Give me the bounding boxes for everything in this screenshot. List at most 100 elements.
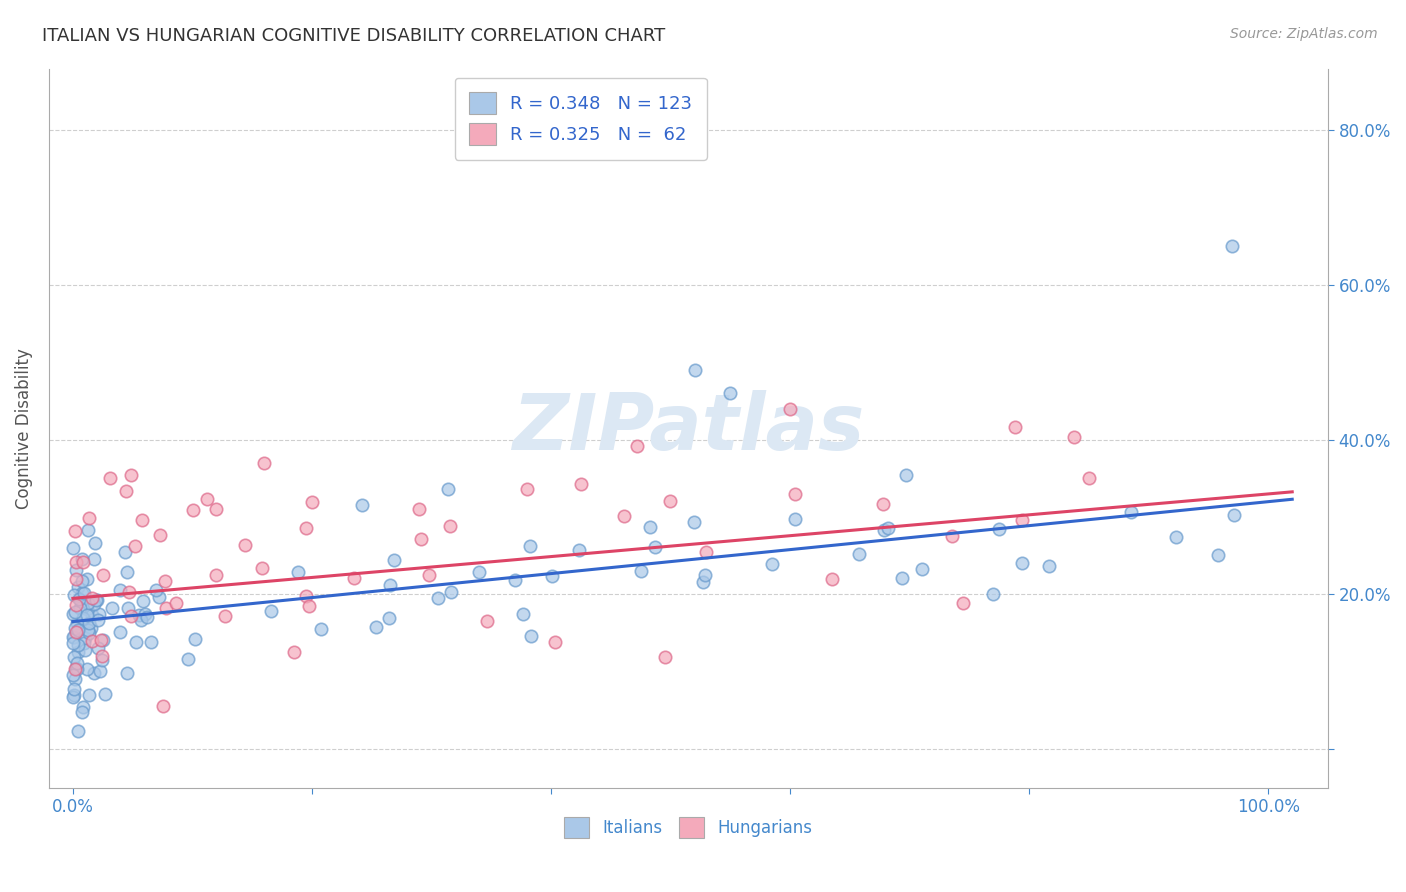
Point <box>62 630 84 644</box>
Point <box>516 482 538 496</box>
Point <box>155 600 177 615</box>
Point <box>910 561 932 575</box>
Point <box>682 515 704 529</box>
Point <box>761 558 783 572</box>
Point <box>67 592 90 607</box>
Point <box>63 672 86 686</box>
Point <box>101 601 124 615</box>
Point <box>468 566 491 580</box>
Point <box>118 585 141 599</box>
Point <box>195 491 218 506</box>
Point <box>83 597 105 611</box>
Point <box>115 565 138 579</box>
Point <box>73 631 96 645</box>
Point <box>131 513 153 527</box>
Point <box>253 456 276 470</box>
Point <box>988 522 1011 536</box>
Point <box>120 609 142 624</box>
Point <box>65 573 87 587</box>
Point <box>295 521 318 535</box>
Point <box>848 548 870 562</box>
Point <box>63 524 86 539</box>
Point <box>77 623 100 637</box>
Point <box>67 723 90 738</box>
Point <box>120 468 142 483</box>
Legend: Italians, Hungarians: Italians, Hungarians <box>558 811 820 844</box>
Point <box>89 607 111 622</box>
Point <box>65 599 87 613</box>
Point <box>873 523 896 537</box>
Point <box>382 553 405 567</box>
Point <box>952 595 974 609</box>
Point <box>108 625 131 640</box>
Point <box>152 699 174 714</box>
Point <box>235 538 257 552</box>
Point <box>176 652 198 666</box>
Text: ZIPatlas: ZIPatlas <box>512 390 865 467</box>
Point <box>83 551 105 566</box>
Point <box>630 564 652 578</box>
Point <box>65 625 87 640</box>
Point <box>250 561 273 575</box>
Point <box>72 551 94 566</box>
Point <box>90 648 112 663</box>
Point <box>86 593 108 607</box>
Point <box>125 635 148 649</box>
Point <box>62 688 84 702</box>
Y-axis label: Cognitive Disability: Cognitive Disability <box>15 348 32 508</box>
Point <box>72 611 94 625</box>
Point <box>76 572 98 586</box>
Point <box>876 521 898 535</box>
Point <box>301 494 323 508</box>
Point <box>115 665 138 680</box>
Point <box>439 519 461 533</box>
Point <box>1063 430 1085 444</box>
Point <box>82 591 104 606</box>
Point <box>343 571 366 585</box>
Point <box>1038 559 1060 574</box>
Point <box>117 601 139 615</box>
Point <box>91 567 114 582</box>
Point <box>692 575 714 590</box>
Point <box>891 571 914 585</box>
Point <box>569 477 592 491</box>
Point <box>520 629 543 643</box>
Point <box>93 687 115 701</box>
Point <box>519 539 541 553</box>
Point <box>1004 420 1026 434</box>
Point <box>80 608 103 623</box>
Point <box>84 536 107 550</box>
Point <box>65 661 87 675</box>
Point <box>93 633 115 648</box>
Point <box>1222 508 1244 522</box>
Point <box>894 468 917 483</box>
Point <box>80 633 103 648</box>
Point <box>136 610 159 624</box>
Point <box>72 555 94 569</box>
Point <box>66 580 89 594</box>
Point <box>62 630 84 644</box>
Point <box>183 502 205 516</box>
Point <box>66 662 89 676</box>
Point <box>63 662 86 676</box>
Point <box>70 574 93 588</box>
Point <box>941 529 963 543</box>
Point <box>418 568 440 582</box>
Point <box>76 524 98 538</box>
Point <box>66 656 89 670</box>
Point <box>540 569 562 583</box>
Point <box>821 572 844 586</box>
Point <box>86 592 108 607</box>
Point <box>260 604 283 618</box>
Point <box>73 586 96 600</box>
Point <box>872 497 894 511</box>
Point <box>659 494 682 508</box>
Point <box>63 605 86 619</box>
Point <box>427 591 450 605</box>
Point <box>72 705 94 719</box>
Point <box>89 664 111 678</box>
Point <box>638 520 661 534</box>
Point <box>91 653 114 667</box>
Point <box>87 641 110 656</box>
Point <box>66 623 89 637</box>
